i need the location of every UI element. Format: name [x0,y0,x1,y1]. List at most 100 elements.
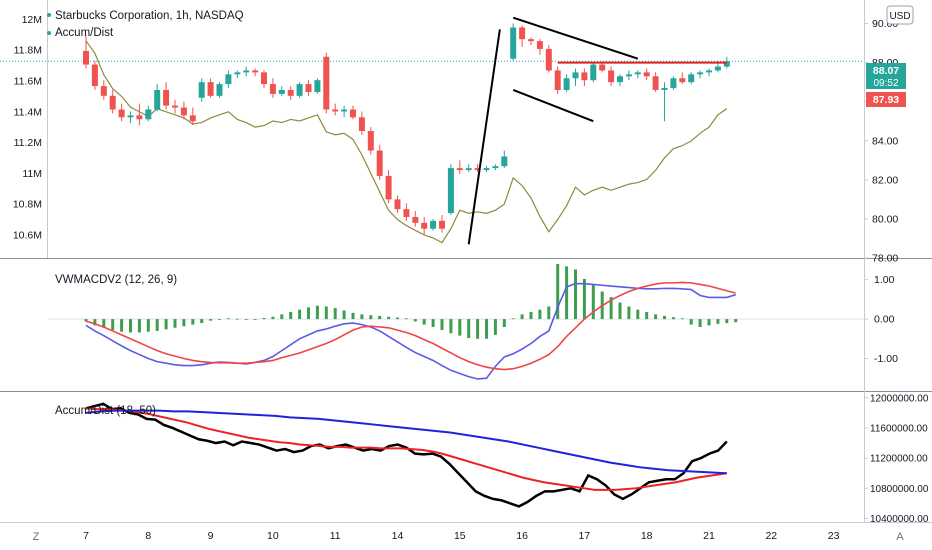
vwmacd-title: VWMACDV2 (12, 26, 9) [55,274,177,286]
histogram-bar [102,319,106,328]
accum-dist-title: Accum/Dist (18, 50) [55,405,156,417]
flag-lower-trendline [512,89,594,123]
candle [216,82,223,98]
candle-body [474,168,481,171]
status-dot [47,13,51,17]
histogram-bar [734,319,738,323]
candle [412,211,419,227]
candle [394,195,401,214]
candle-body [545,48,552,71]
candle [136,103,143,126]
main-pane [0,16,864,245]
accum-dist-pane [85,402,728,508]
candle-body [492,166,499,169]
histogram-bar [235,318,239,320]
candle-body [278,89,285,94]
price-tick-label: 82.00 [872,174,898,186]
candle [269,78,276,98]
histogram-bar [173,319,177,328]
histogram-bar [654,314,658,320]
histogram-bar [627,306,631,320]
histogram-bar [164,319,168,330]
histogram-bar [262,317,266,320]
x-tick-label: 15 [454,530,466,542]
accum-dist-tick-label: 10.6M [13,229,42,241]
histogram-bar [689,319,693,325]
accum-dist-tick-label: 10.8M [13,199,42,211]
candle [510,23,517,61]
candle [118,103,125,122]
last-price-tag [866,63,906,89]
accum-dist-osc-tick-label: 12000000.00 [870,393,929,404]
candle-body [350,109,356,118]
candle [643,68,650,81]
histogram-bar [529,312,533,320]
candle-body [510,27,517,59]
candle [545,45,552,73]
histogram-bar [315,305,319,320]
candle [100,80,107,100]
candle [367,127,374,155]
candle-body [403,209,410,217]
candle-body [661,88,668,90]
accum-dist-fast-ma [85,409,727,475]
accum-dist-tick-label: 11.2M [14,137,42,149]
candle-body [180,107,187,116]
histogram-bar [413,319,417,322]
chart-title: Starbucks Corporation, 1h, NASDAQ Accum/… [47,10,244,39]
histogram-bar [244,319,248,320]
histogram-bar [582,278,586,320]
signal-line [85,281,736,371]
candle-body [198,82,205,98]
x-tick-label: 11 [330,530,341,542]
candle-body [367,131,374,151]
candle-body [296,84,303,96]
accum-dist-tick-label: 11.6M [14,75,42,87]
candle [278,86,285,96]
candle [225,70,232,89]
status-dot [47,31,51,35]
candle [617,74,623,87]
candle-body [528,39,534,42]
x-tick-label: 18 [641,530,653,542]
candle [483,166,490,173]
candle [314,78,321,94]
candle-body [243,70,250,73]
candle [145,105,152,122]
toggle-a-button[interactable]: A [896,531,904,543]
histogram-bar [84,319,88,322]
histogram-bar [547,306,551,320]
histogram-bar [556,263,560,320]
candle-body [305,84,312,92]
histogram-bar [725,319,729,324]
candle-body [269,84,276,94]
accum-dist-overlay-label: Accum/Dist [55,27,114,39]
x-tick-label: 9 [208,530,214,542]
candle-body [207,82,214,96]
candle [163,82,170,110]
candle [430,218,437,231]
macd-line [85,282,736,380]
previous-price-label: 87.93 [873,94,899,106]
accum-dist-tick-label: 11M [22,168,42,180]
currency-button[interactable]: USD [886,5,914,25]
candle [154,84,161,112]
symbol-title: Starbucks Corporation, 1h, NASDAQ [55,10,244,22]
candle-body [358,117,365,131]
candle [358,111,365,135]
candle [465,164,472,173]
histogram-bar [458,319,462,336]
toggle-z-button[interactable]: Z [33,531,40,543]
histogram-bar [618,302,622,320]
candle-body [554,70,561,90]
histogram-bar [716,319,720,324]
candle-body [581,72,588,81]
x-tick-label: 10 [267,530,279,542]
macd-tick-label: 0.00 [874,314,895,326]
accum-dist-tick-label: 12M [22,14,42,26]
candle-body [385,175,392,200]
previous-price-tag [866,92,906,107]
histogram-bar [511,318,515,320]
histogram-bar [155,319,159,331]
histogram-bar [360,314,364,320]
